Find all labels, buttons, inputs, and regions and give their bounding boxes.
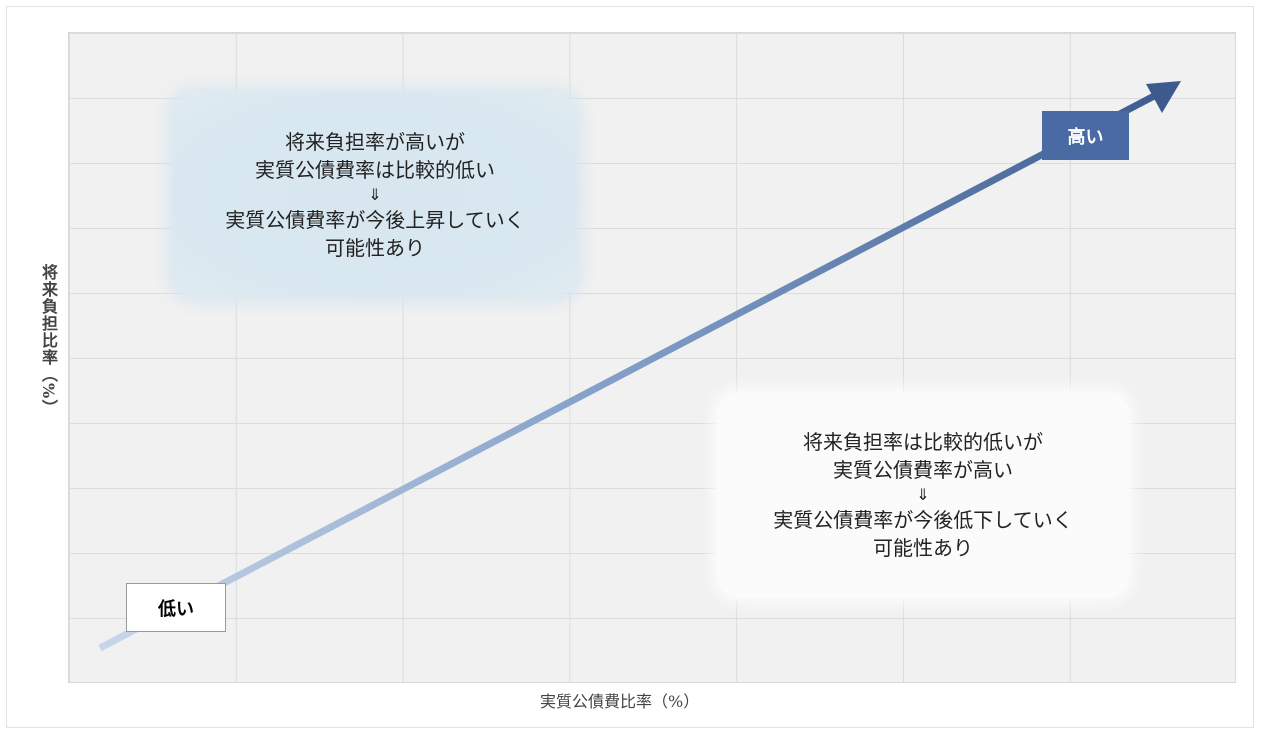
x-axis-title: 実質公債費比率（%） <box>540 692 700 711</box>
lower-note-line-4: 実質公債費率が今後低下していく <box>773 508 1073 532</box>
lower-note-line-5: 可能性あり <box>873 536 973 560</box>
y-axis-title: 将来負担比率（%） <box>39 264 58 417</box>
lower-right-note: 将来負担率は比較的低いが 実質公債費率が高い ⇓ 実質公債費率が今後低下していく… <box>717 392 1129 598</box>
upper-note-line-5: 可能性あり <box>325 236 425 260</box>
low-label-badge: 低い <box>126 583 226 632</box>
upper-left-note: 将来負担率が高いが 実質公債費率は比較的低い ⇓ 実質公債費率が今後上昇していく… <box>173 93 577 297</box>
arrow-shaft <box>98 90 1160 652</box>
lower-note-line-1: 将来負担率は比較的低いが <box>803 430 1043 454</box>
lower-note-down-arrow: ⇓ <box>916 485 930 504</box>
lower-note-line-2: 実質公債費率が高い <box>833 458 1013 482</box>
high-label-badge: 高い <box>1042 111 1129 160</box>
upper-note-line-2: 実質公債費率は比較的低い <box>255 158 495 182</box>
upper-note-line-4: 実質公債費率が今後上昇していく <box>225 208 525 232</box>
upper-note-down-arrow: ⇓ <box>368 185 382 204</box>
upper-note-line-1: 将来負担率が高いが <box>285 130 465 154</box>
arrow-head <box>1146 81 1181 113</box>
